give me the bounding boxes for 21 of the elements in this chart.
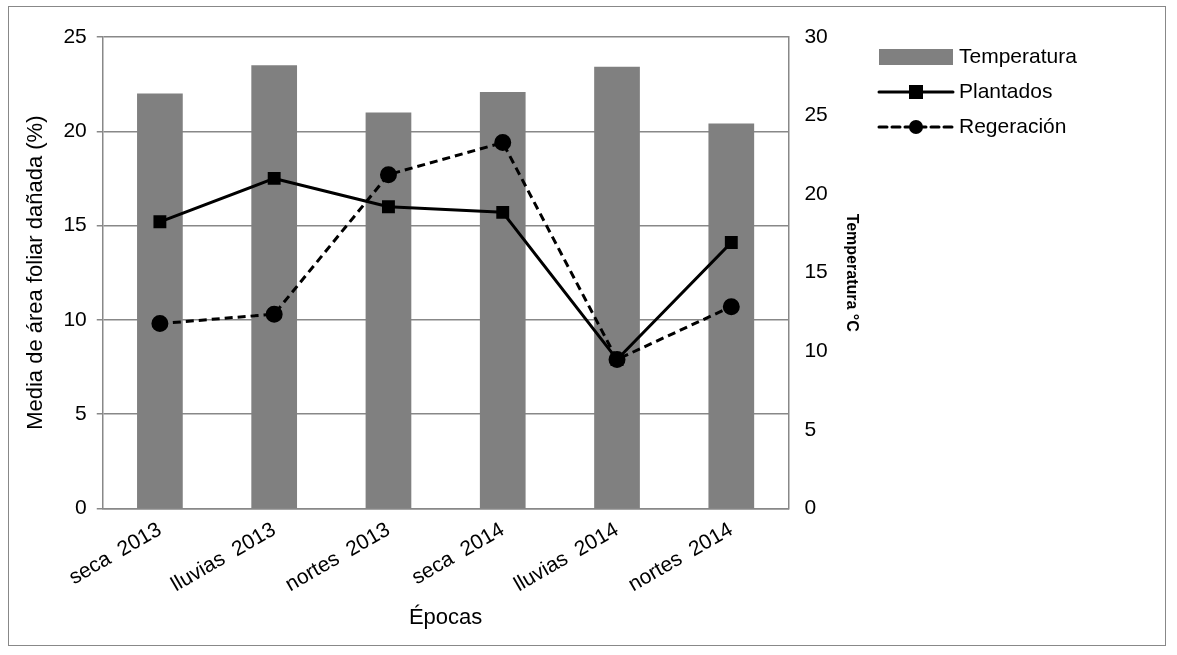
- legend-label: Plantados: [959, 78, 1053, 102]
- y-tick-label: 20: [63, 118, 87, 142]
- y2-tick-label: 20: [804, 180, 828, 204]
- y2-tick-label: 10: [804, 338, 828, 362]
- x-tick-label: seca 2013: [64, 516, 165, 589]
- legend-label: Regeración: [959, 113, 1067, 137]
- y2-tick-label: 5: [804, 416, 817, 440]
- y2-tick-label: 30: [804, 23, 828, 47]
- y-tick-label: 15: [63, 212, 87, 236]
- y2-tick-label: 25: [804, 102, 828, 126]
- y-tick-label: 0: [75, 495, 87, 519]
- y-tick-label: 5: [75, 400, 87, 424]
- y2-tick-label: 0: [804, 495, 817, 519]
- x-axis-title: Épocas: [408, 603, 483, 629]
- legend-label: Temperatura: [959, 43, 1078, 67]
- y2-tick-label: 15: [804, 259, 828, 283]
- x-tick-label: seca 2014: [407, 516, 508, 589]
- y2-axis-title: Temperatura °C: [843, 213, 861, 333]
- y-tick-label: 25: [63, 23, 87, 47]
- y-tick-label: 10: [63, 306, 87, 330]
- y-axis-title: Media de área foliar dañada (%): [22, 115, 48, 430]
